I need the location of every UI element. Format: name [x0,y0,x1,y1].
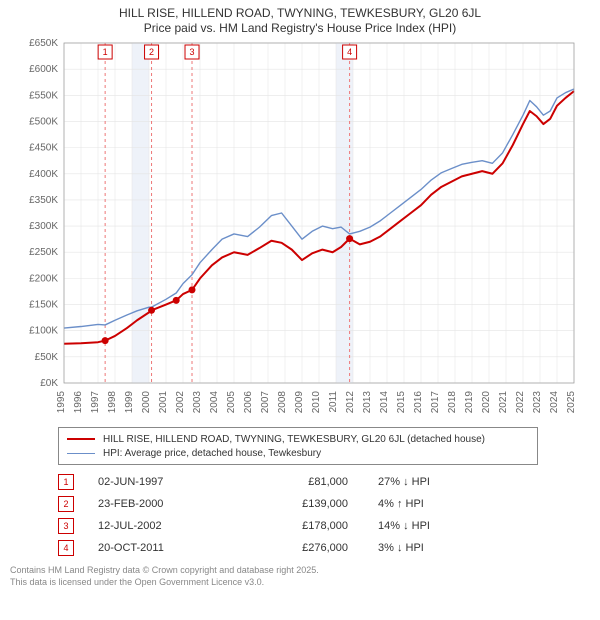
svg-text:2011: 2011 [328,391,339,413]
legend-label: HPI: Average price, detached house, Tewk… [103,448,321,459]
svg-text:2: 2 [149,47,154,57]
sales-marker: 2 [58,496,74,512]
svg-text:2015: 2015 [396,391,407,414]
sales-diff: 4% ↑ HPI [378,498,488,510]
svg-text:2006: 2006 [243,391,254,414]
svg-text:£50K: £50K [35,352,59,363]
sales-row: 2 23-FEB-2000£139,0004% ↑ HPI [58,493,590,515]
svg-text:£200K: £200K [29,273,58,284]
chart-title-line2: Price paid vs. HM Land Registry's House … [10,21,590,35]
chart-title-line1: HILL RISE, HILLEND ROAD, TWYNING, TEWKES… [10,6,590,21]
sales-date: 23-FEB-2000 [98,498,238,510]
sales-date: 02-JUN-1997 [98,476,238,488]
svg-text:4: 4 [347,47,352,57]
svg-text:2001: 2001 [158,391,169,414]
footer-line2: This data is licensed under the Open Gov… [10,577,590,589]
legend-row: HPI: Average price, detached house, Tewk… [67,446,529,460]
svg-text:2023: 2023 [532,391,543,414]
svg-text:2002: 2002 [175,391,186,414]
svg-text:2012: 2012 [345,391,356,414]
svg-text:£650K: £650K [29,39,58,49]
sales-diff: 27% ↓ HPI [378,476,488,488]
legend-row: HILL RISE, HILLEND ROAD, TWYNING, TEWKES… [67,432,529,446]
svg-text:2000: 2000 [141,391,152,414]
svg-text:2003: 2003 [192,391,203,414]
svg-text:£450K: £450K [29,143,58,154]
svg-text:£350K: £350K [29,195,58,206]
svg-text:2010: 2010 [311,391,322,414]
svg-text:2024: 2024 [549,391,560,414]
svg-text:1997: 1997 [90,391,101,414]
footer: Contains HM Land Registry data © Crown c… [10,565,590,588]
svg-text:2008: 2008 [277,391,288,414]
svg-text:1999: 1999 [124,391,135,414]
svg-text:2004: 2004 [209,391,220,414]
legend-swatch [67,453,95,454]
sales-date: 12-JUL-2002 [98,520,238,532]
svg-text:1995: 1995 [56,391,67,414]
svg-text:1998: 1998 [107,391,118,414]
sales-date: 20-OCT-2011 [98,542,238,554]
sales-row: 1 02-JUN-1997£81,00027% ↓ HPI [58,471,590,493]
svg-text:£100K: £100K [29,326,58,337]
svg-text:2025: 2025 [566,391,577,414]
svg-text:2016: 2016 [413,391,424,414]
svg-text:£550K: £550K [29,90,58,101]
sales-row: 4 20-OCT-2011£276,0003% ↓ HPI [58,537,590,559]
footer-line1: Contains HM Land Registry data © Crown c… [10,565,590,577]
svg-text:2005: 2005 [226,391,237,414]
legend-swatch [67,438,95,440]
svg-text:£500K: £500K [29,116,58,127]
svg-text:2014: 2014 [379,391,390,414]
svg-text:1: 1 [103,47,108,57]
legend-label: HILL RISE, HILLEND ROAD, TWYNING, TEWKES… [103,434,485,445]
sales-marker: 3 [58,518,74,534]
svg-text:2009: 2009 [294,391,305,414]
svg-text:2020: 2020 [481,391,492,414]
svg-text:2007: 2007 [260,391,271,414]
sales-price: £139,000 [238,498,378,510]
svg-text:2021: 2021 [498,391,509,414]
svg-text:2017: 2017 [430,391,441,414]
svg-text:£600K: £600K [29,64,58,75]
sales-price: £81,000 [238,476,378,488]
sales-diff: 3% ↓ HPI [378,542,488,554]
svg-text:£300K: £300K [29,221,58,232]
sales-price: £276,000 [238,542,378,554]
svg-text:2013: 2013 [362,391,373,414]
legend-box: HILL RISE, HILLEND ROAD, TWYNING, TEWKES… [58,427,538,465]
sales-diff: 14% ↓ HPI [378,520,488,532]
sales-marker: 4 [58,540,74,556]
svg-text:1996: 1996 [73,391,84,414]
svg-text:£250K: £250K [29,247,58,258]
sales-marker: 1 [58,474,74,490]
sales-row: 3 12-JUL-2002£178,00014% ↓ HPI [58,515,590,537]
svg-text:2018: 2018 [447,391,458,414]
svg-text:2022: 2022 [515,391,526,414]
svg-text:£400K: £400K [29,169,58,180]
sales-price: £178,000 [238,520,378,532]
chart-container: HILL RISE, HILLEND ROAD, TWYNING, TEWKES… [0,0,600,620]
svg-text:2019: 2019 [464,391,475,414]
svg-text:£150K: £150K [29,300,58,311]
svg-text:3: 3 [190,47,195,57]
sales-table: 1 02-JUN-1997£81,00027% ↓ HPI 2 23-FEB-2000… [58,471,590,559]
chart-area: £0K £50K £100K £150K £200K £250K £300K £350K £40… [20,39,580,419]
chart-svg: £0K £50K £100K £150K £200K £250K £300K £350K £40… [20,39,580,419]
svg-text:£0K: £0K [40,378,58,389]
